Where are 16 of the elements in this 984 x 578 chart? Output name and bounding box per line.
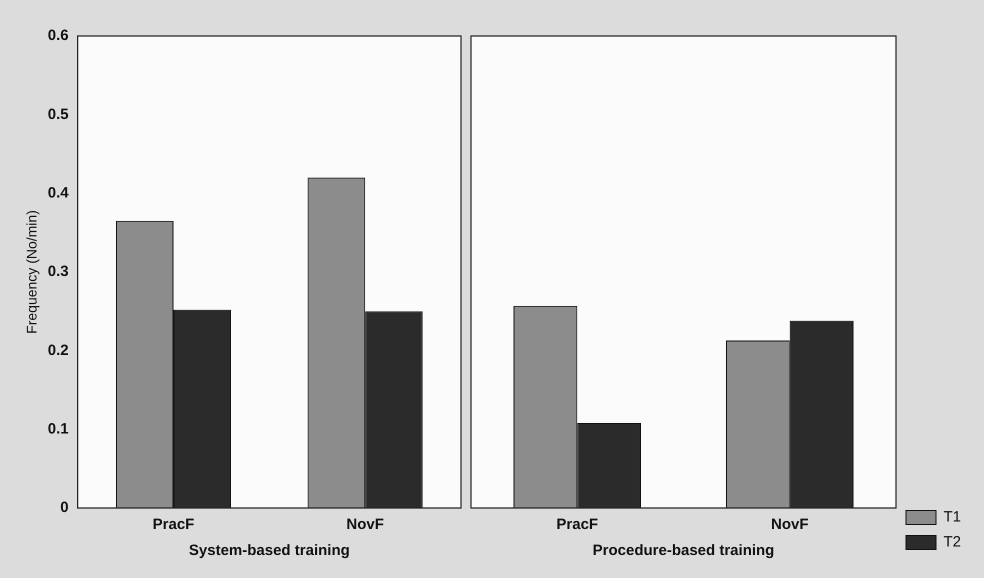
y-tick-label: 0.4 bbox=[48, 184, 70, 202]
x-tick-label: PracF bbox=[556, 516, 598, 534]
y-tick-label: 0 bbox=[60, 499, 69, 516]
x-tick-label: NovF bbox=[770, 516, 808, 534]
x-axis-title: System-based training bbox=[188, 542, 350, 560]
legend-label: T2 bbox=[943, 534, 962, 551]
x-axis-title: Procedure-based training bbox=[592, 542, 774, 560]
x-tick-label: PracF bbox=[152, 516, 194, 534]
y-tick-label: 0.1 bbox=[48, 420, 69, 438]
y-tick-label: 0.5 bbox=[48, 106, 69, 123]
x-tick-label: NovF bbox=[346, 516, 384, 534]
y-tick-label: 0.3 bbox=[48, 263, 69, 280]
y-tick-label: 0.6 bbox=[48, 27, 69, 44]
y-tick-label: 0.2 bbox=[48, 342, 69, 359]
y-axis-title: Frequency (No/min) bbox=[23, 210, 40, 334]
legend-label: T1 bbox=[943, 508, 962, 526]
